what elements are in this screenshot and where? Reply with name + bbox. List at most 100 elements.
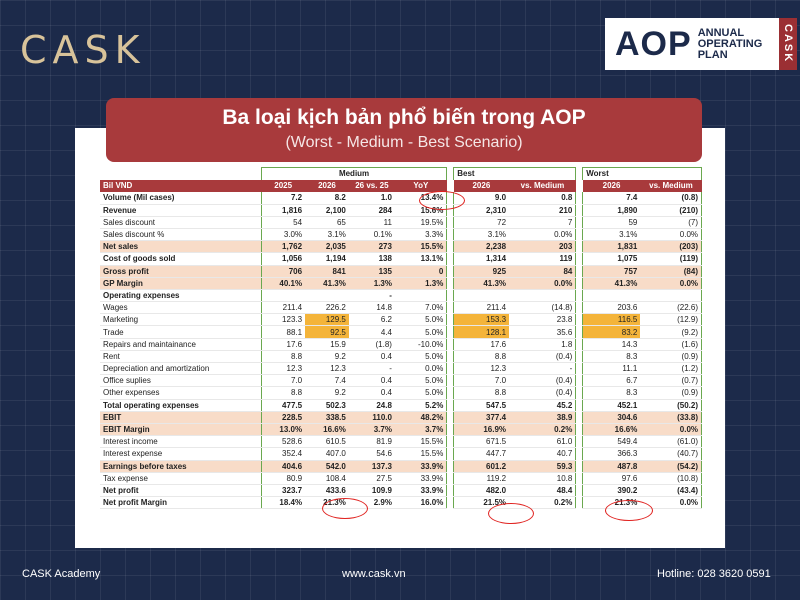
table-cell: 48.4 — [509, 483, 577, 498]
table-cell: 8.8 — [260, 386, 306, 400]
table-cell: 97.6 — [582, 472, 641, 485]
column-gap — [446, 496, 454, 509]
table-cell: (43.4) — [640, 483, 703, 498]
table-cell: 153.3 — [453, 313, 510, 327]
table-cell: 228.5 — [260, 410, 306, 424]
table-cell: 3.1% — [305, 228, 349, 242]
column-gap — [446, 484, 454, 497]
column-gap — [446, 423, 454, 436]
table-cell: 33.9% — [394, 483, 448, 498]
aop-logo-side-tag: CASK — [779, 18, 797, 70]
column-gap — [575, 191, 583, 205]
table-cell: 16.6% — [305, 423, 349, 437]
table-row: Net profit Margin 18.4% 21.3% 2.9% 16.0% 21.5… — [100, 496, 703, 510]
table-cell: 706 — [260, 265, 306, 278]
table-cell: 0 — [394, 265, 448, 278]
table-cell: 59.3 — [509, 459, 577, 473]
table-row: Earnings before taxes 404.6 542.0 137.3 33.9… — [100, 459, 703, 473]
table-cell: - — [348, 289, 395, 303]
table-cell: 7 — [509, 216, 577, 229]
table-cell: (61.0) — [640, 435, 703, 449]
row-label: Total operating expenses — [100, 398, 262, 412]
table-cell: 81.9 — [348, 435, 395, 449]
table-row: Sales discount % 3.0% 3.1% 0.1% 3.3% 3.1% 0.0%… — [100, 228, 703, 242]
table-cell: (7) — [640, 216, 703, 229]
table-cell: (1.6) — [640, 338, 703, 351]
table-cell: 8.2 — [305, 191, 349, 205]
table-cell: 41.3% — [453, 277, 510, 290]
table-row: Net profit 323.7 433.6 109.9 33.9% 482.0 48.4 3… — [100, 483, 703, 498]
footer-hotline: Hotline: 028 3620 0591 — [657, 568, 771, 580]
table-row: EBIT Margin 13.0% 16.6% 3.7% 3.7% 16.9% 0.2% 16… — [100, 423, 703, 437]
aop-scenario-table-wrap: Medium Best Worst Bil VND 2025 2026 26 vs. … — [100, 166, 703, 510]
table-cell — [305, 289, 349, 303]
table-cell: 45.2 — [509, 398, 577, 412]
table-cell: 0.0% — [640, 423, 703, 437]
title-banner: Ba loại kịch bản phổ biến trong AOP (Wor… — [106, 98, 702, 162]
table-cell — [260, 289, 306, 303]
column-gap — [446, 350, 454, 363]
footer-website[interactable]: www.cask.vn — [342, 568, 406, 580]
table-cell: 27.5 — [348, 472, 395, 485]
table-cell: 528.6 — [260, 435, 306, 449]
table-cell: -10.0% — [394, 338, 448, 351]
table-cell: 7.0 — [453, 374, 510, 388]
table-cell: 15.6% — [394, 203, 448, 217]
table-cell: 304.6 — [582, 410, 641, 424]
table-cell: (210) — [640, 203, 703, 217]
column-gap — [446, 277, 454, 290]
table-cell: 11.1 — [582, 362, 641, 376]
table-cell: 54.6 — [348, 447, 395, 461]
table-cell: (0.4) — [509, 386, 577, 400]
table-cell: 2.9% — [348, 496, 395, 510]
table-cell: 0.4 — [348, 386, 395, 400]
table-cell: 24.8 — [348, 398, 395, 412]
table-cell: 7.2 — [260, 191, 306, 205]
table-cell: 210 — [509, 203, 577, 217]
table-cell: 138 — [348, 252, 395, 266]
table-cell: 390.2 — [582, 483, 641, 498]
column-gap — [575, 399, 583, 412]
table-row: Rent 8.8 9.2 0.4 5.0% 8.8 (0.4) 8.3 (0.9) — [100, 350, 703, 364]
table-cell: 18.4% — [260, 496, 306, 510]
table-cell: 54 — [260, 216, 306, 229]
table-cell: 9.2 — [305, 350, 349, 364]
table-row: EBIT 228.5 338.5 110.0 48.2% 377.4 38.9 304.6 (3… — [100, 410, 703, 424]
column-gap — [575, 472, 583, 485]
table-cell: 65 — [305, 216, 349, 229]
table-cell: 0.2% — [509, 496, 577, 510]
table-cell: (22.6) — [640, 301, 703, 315]
column-gap — [575, 460, 583, 473]
table-cell: 5.0% — [394, 386, 448, 400]
table-cell: 433.6 — [305, 483, 349, 498]
table-cell: 137.3 — [348, 459, 395, 473]
column-gap — [575, 265, 583, 278]
table-cell: 80.9 — [260, 472, 306, 485]
table-cell: 19.5% — [394, 216, 448, 229]
column-gap — [446, 240, 454, 253]
table-cell: 452.1 — [582, 398, 641, 412]
table-cell: 203 — [509, 240, 577, 254]
table-cell: 1,075 — [582, 252, 641, 266]
table-cell: 109.9 — [348, 483, 395, 498]
table-cell: 0.0% — [640, 277, 703, 290]
table-row: Other expenses 8.8 9.2 0.4 5.0% 8.8 (0.4) 8.3 (0… — [100, 386, 703, 400]
table-cell: 0.4 — [348, 374, 395, 388]
table-cell: 17.6 — [453, 338, 510, 351]
table-cell: 284 — [348, 203, 395, 217]
table-cell: 1,816 — [260, 203, 306, 217]
table-cell: 11 — [348, 216, 395, 229]
column-gap — [575, 228, 583, 241]
table-cell: 7.0% — [394, 301, 448, 315]
footer-brand: CASK Academy — [22, 568, 101, 580]
table-cell: 83.2 — [582, 325, 641, 339]
table-cell: 16.6% — [582, 423, 641, 437]
column-gap — [575, 289, 583, 302]
table-cell: 1.3% — [348, 277, 395, 290]
table-cell: 108.4 — [305, 472, 349, 485]
table-cell: 33.9% — [394, 459, 448, 473]
table-cell: 2,310 — [453, 203, 510, 217]
table-cell: 477.5 — [260, 398, 306, 412]
row-label: Depreciation and amortization — [100, 362, 262, 376]
table-cell: 2,238 — [453, 240, 510, 254]
